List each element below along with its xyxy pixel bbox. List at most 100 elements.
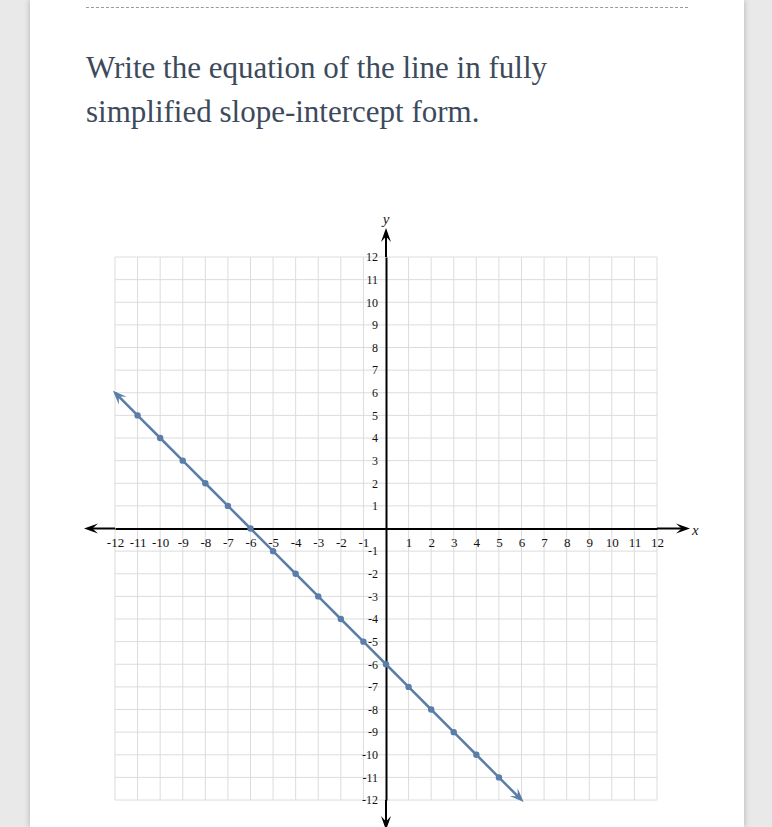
x-tick-label: 4 [474,535,481,550]
x-tick-label: 8 [564,535,571,550]
line-arrowhead [510,788,524,802]
x-tick-label: -10 [152,535,169,550]
x-tick-label: -2 [336,535,347,550]
data-point [225,503,231,509]
data-point [180,457,186,463]
y-tick: -9 [368,725,386,739]
y-tick-label: 5 [372,409,378,423]
y-tick: 7 [372,363,386,377]
x-tick-label: 7 [541,535,548,550]
x-tick-label: 9 [587,535,594,550]
data-point [428,706,434,712]
data-point [405,684,411,690]
y-axis-line [386,258,388,801]
y-tick: -3 [368,590,386,604]
y-tick: 2 [372,477,386,491]
x-tick: 5 [496,529,503,550]
y-tick: -8 [368,703,386,717]
data-point [338,616,344,622]
line-arrowheads [113,391,524,802]
axis-arrowhead [84,524,98,534]
y-tick: 6 [372,386,386,400]
y-tick-label: 9 [372,318,378,332]
x-tick: -12 [107,529,124,550]
y-tick: -11 [362,771,386,785]
x-tick-label: -12 [107,535,124,550]
y-tick-label: -7 [368,680,378,694]
y-tick-label: 8 [372,341,378,355]
x-tick: -2 [336,529,347,550]
axis-arrowhead [381,816,391,827]
y-tick-label: -9 [368,725,378,739]
y-tick: -4 [368,612,386,626]
divider [86,7,688,8]
x-tick-label: 2 [428,535,435,550]
y-tick-label: 10 [366,296,378,310]
y-tick: -10 [362,748,386,762]
axis-extension [92,528,115,530]
x-tick-label: 10 [606,535,619,550]
data-point [134,412,140,418]
chart: -12-11-10-9-8-7-6-5-4-3-2-11234567891011… [0,0,772,827]
y-tick: 12 [366,250,386,264]
x-axis: -12-11-10-9-8-7-6-5-4-3-2-11234567891011… [107,529,664,550]
x-tick-label: 3 [451,535,458,550]
x-tick-label: 6 [519,535,526,550]
y-tick: 9 [372,318,386,332]
x-tick: -10 [152,529,169,550]
y-tick-label: 12 [366,250,378,264]
data-point [247,525,253,531]
x-tick-label: 5 [496,535,503,550]
x-tick: -9 [178,529,189,550]
data-point [496,774,502,780]
y-tick: 1 [372,499,386,513]
data-point [315,593,321,599]
plot-area [115,393,522,800]
y-tick-label: -4 [368,612,378,626]
y-tick-label: 11 [366,273,378,287]
data-point [270,548,276,554]
y-tick-label: -12 [362,793,378,807]
axis-arrows [84,228,690,827]
y-tick: -5 [368,635,386,649]
x-tick: -8 [200,529,211,550]
y-tick-label: 2 [372,477,378,491]
y-tick: -7 [368,680,386,694]
y-tick-label: -6 [368,658,378,672]
x-tick: 7 [541,529,548,550]
x-tick-label: -8 [200,535,211,550]
y-tick: 11 [366,273,386,287]
grid [115,257,657,800]
y-tick: 4 [372,431,386,445]
y-tick-label: 3 [372,454,378,468]
x-tick: -4 [291,529,302,550]
y-tick-label: -1 [368,544,378,558]
axis-arrowhead [381,228,391,242]
x-tick: 9 [587,529,594,550]
line-arrowhead [113,391,127,405]
axis-extension [385,236,387,257]
x-tick: -11 [130,529,147,550]
data-point [383,661,389,667]
y-tick: 5 [372,409,386,423]
y-tick: -12 [362,793,386,807]
y-tick-label: -2 [368,567,378,581]
data-point [473,752,479,758]
y-tick-label: -10 [362,748,378,762]
data-point [451,729,457,735]
x-tick: 3 [451,529,458,550]
x-tick: -3 [313,529,324,550]
y-tick: -2 [368,567,386,581]
y-tick: -1 [368,544,386,558]
x-tick: 8 [564,529,571,550]
y-tick: 10 [366,296,386,310]
y-tick-label: 4 [372,431,378,445]
x-tick: 12 [651,529,664,550]
x-tick: 6 [519,529,526,550]
y-axis-title: y [381,211,390,227]
y-tick-label: -8 [368,703,378,717]
y-tick-label: 1 [372,499,378,513]
x-tick-label: -7 [223,535,234,550]
y-tick: 8 [372,341,386,355]
axis-arrowhead [676,524,690,534]
